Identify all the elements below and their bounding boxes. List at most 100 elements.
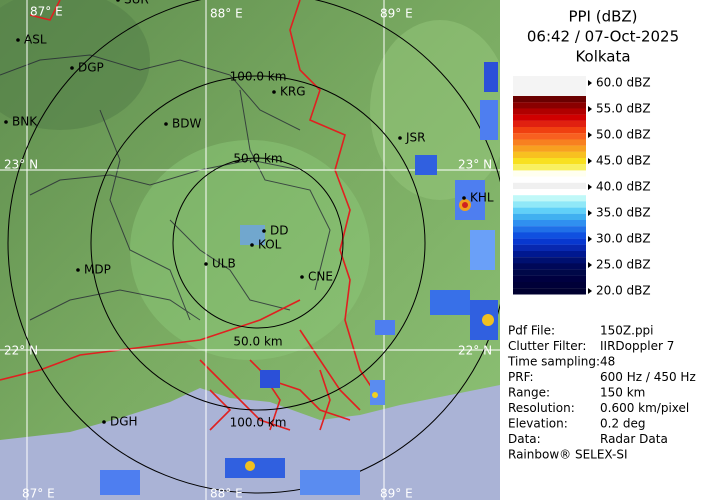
scale-swatch [513, 176, 586, 183]
place-dot [70, 66, 74, 70]
place-label: DGP [78, 61, 104, 75]
place-dot [250, 243, 254, 247]
scale-label: 25.0 dBZ [596, 258, 651, 272]
scale-swatch [513, 226, 586, 233]
scale-label: 60.0 dBZ [596, 76, 651, 90]
info-value: Radar Data [600, 432, 668, 446]
info-label: Resolution: [508, 401, 575, 415]
scale-arrow [588, 158, 592, 164]
info-label: PRF: [508, 370, 534, 384]
scale-swatch [513, 288, 586, 295]
radar-echoes [100, 62, 498, 495]
terrain-shade [0, 0, 150, 130]
graticule-label: 87° E [22, 487, 55, 501]
scale-arrow [588, 106, 592, 112]
header-time: 06:42 / 07-Oct-2025 [527, 28, 679, 46]
scale-arrow [588, 80, 592, 86]
place-label: DD [270, 224, 288, 238]
scale-label: 45.0 dBZ [596, 154, 651, 168]
place-dot [102, 420, 106, 424]
info-value: 0.600 km/pixel [600, 401, 689, 415]
info-label: Elevation: [508, 417, 568, 431]
place-dot [116, 0, 120, 2]
scale-swatch [513, 170, 586, 177]
graticule-label: 88° E [210, 7, 243, 21]
scale-swatch [513, 76, 586, 96]
scale-label: 35.0 dBZ [596, 206, 651, 220]
range-label: 100.0 km [230, 70, 287, 84]
scale-swatch [513, 269, 586, 276]
scale-swatch [513, 195, 586, 202]
info-label: Range: [508, 386, 550, 400]
place-dot [164, 122, 168, 126]
scale-label: 55.0 dBZ [596, 102, 651, 116]
place-dot [76, 268, 80, 272]
info-label: Pdf File: [508, 324, 555, 338]
scale-swatch [513, 114, 586, 121]
info-value: 150Z.ppi [600, 324, 654, 338]
scale-swatch [513, 108, 586, 115]
place-dot [300, 275, 304, 279]
graticule-label: 23° N [458, 158, 492, 172]
range-label: 50.0 km [233, 152, 282, 166]
scale-swatch [513, 238, 586, 245]
place-dot [16, 38, 20, 42]
header-site: Kolkata [575, 48, 630, 66]
border-lines [0, 0, 381, 431]
district-lines [0, 54, 331, 321]
place-dot [272, 90, 276, 94]
scale-label: 50.0 dBZ [596, 128, 651, 142]
scale-arrow [588, 210, 592, 216]
terrain-shade [370, 20, 510, 200]
range-label: 100.0 km [230, 416, 287, 430]
scale-arrow [588, 288, 592, 294]
scale-swatch [513, 139, 586, 146]
scale-swatch [513, 158, 586, 165]
place-label: CNE [308, 270, 333, 284]
scale-swatch [513, 201, 586, 208]
scale-swatch [513, 220, 586, 227]
place-label: ULB [212, 257, 236, 271]
scale-swatch [513, 213, 586, 221]
scale-swatch [513, 127, 586, 134]
place-dot [262, 229, 266, 233]
graticule-label: 22° N [4, 344, 38, 358]
place-label: MDP [84, 263, 111, 277]
scale-swatch [513, 102, 586, 109]
place-dot [204, 262, 208, 266]
place-dot [462, 196, 466, 200]
graticule-label: 87° E [30, 5, 63, 19]
place-dot [4, 120, 8, 124]
info-value: IIRDoppler 7 [600, 339, 674, 353]
scale-swatch [513, 251, 586, 258]
color-scale [513, 76, 586, 295]
info-label: Data: [508, 432, 541, 446]
scale-arrow [588, 262, 592, 268]
scale-swatch [513, 96, 586, 103]
scale-swatch [513, 120, 586, 128]
graticule-label: 88° E [210, 487, 243, 501]
scale-swatch [513, 263, 586, 270]
place-label: BNK [12, 115, 38, 129]
scale-swatch [513, 189, 586, 196]
place-label: KRG [280, 85, 306, 99]
header-title: PPI (dBZ) [568, 8, 637, 26]
scale-swatch [513, 151, 586, 159]
scale-arrow [588, 236, 592, 242]
scale-swatch [513, 232, 586, 239]
info-label: Time sampling:48 [507, 355, 615, 369]
scale-swatch [513, 207, 586, 214]
scale-arrow [588, 184, 592, 190]
scale-label: 30.0 dBZ [596, 232, 651, 246]
graticule-label: 89° E [380, 7, 413, 21]
scale-swatch [513, 164, 586, 171]
place-label: KOL [258, 238, 282, 252]
scale-label: 40.0 dBZ [596, 180, 651, 194]
place-label: SUR [124, 0, 149, 7]
place-dot [398, 136, 402, 140]
scale-swatch [513, 133, 586, 140]
info-value: 0.2 deg [600, 417, 646, 431]
place-label: JSR [405, 131, 426, 145]
scale-swatch [513, 275, 586, 283]
